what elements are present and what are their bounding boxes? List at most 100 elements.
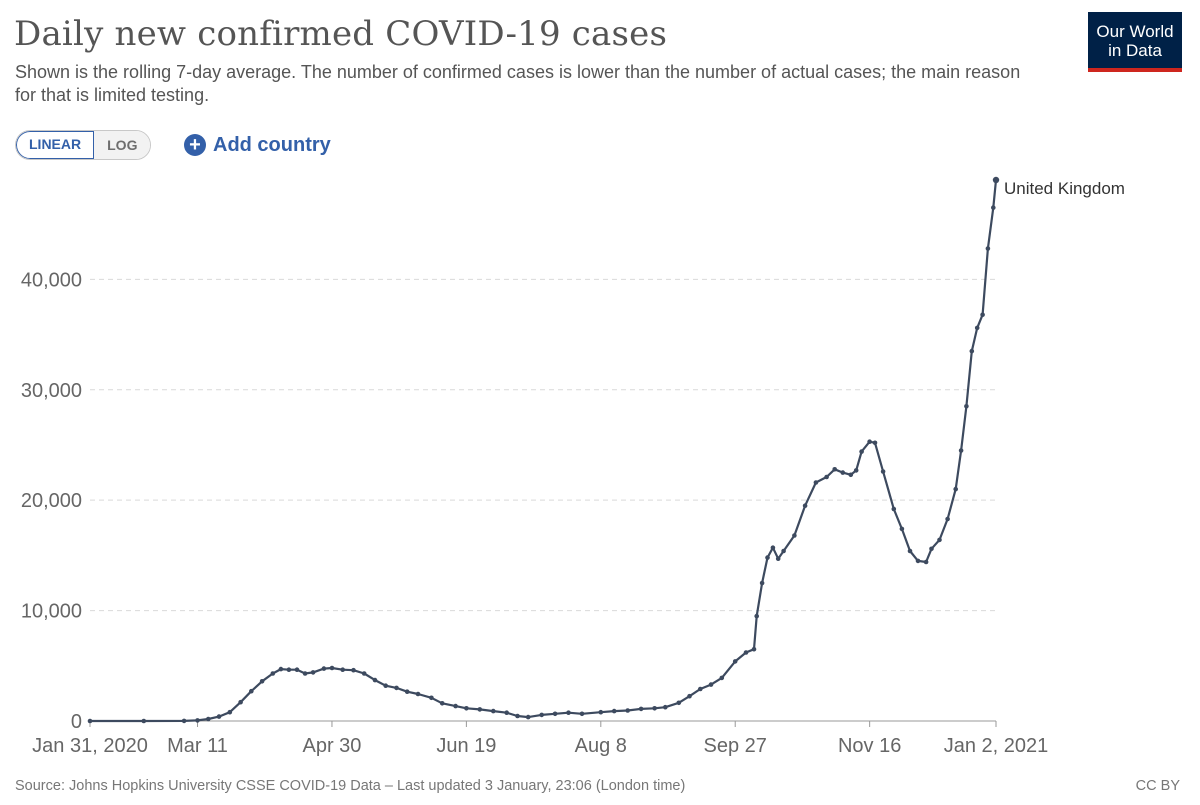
data-point [899, 526, 905, 532]
linear-scale-button[interactable]: LINEAR [16, 131, 95, 159]
data-point [687, 693, 692, 699]
data-point [953, 486, 958, 492]
x-tick-label: Nov 16 [838, 735, 901, 757]
data-point [195, 718, 200, 723]
data-point [676, 700, 682, 706]
gridlines [90, 278, 996, 612]
data-point [340, 667, 346, 672]
logo-line-2: in Data [1108, 41, 1162, 60]
data-point [923, 559, 929, 565]
data-point [598, 709, 604, 715]
data-point [351, 667, 356, 673]
data-point [270, 671, 276, 676]
data-point [751, 646, 757, 652]
data-point [625, 708, 630, 713]
data-point [848, 472, 854, 478]
series-line [90, 179, 998, 723]
data-point [504, 710, 510, 715]
data-point [929, 546, 934, 552]
y-axis: 0 10,000 20,000 30,000 40,000 [21, 269, 82, 733]
data-point [515, 713, 520, 719]
data-point [974, 325, 980, 331]
data-point [404, 689, 410, 694]
x-tick-label: Mar 11 [167, 735, 228, 757]
series-end-point [992, 176, 1000, 184]
data-point [754, 613, 759, 619]
x-tick-label: Aug 8 [575, 735, 627, 757]
data-point [915, 558, 921, 564]
data-point [872, 440, 878, 446]
source-note: Source: Johns Hopkins University CSSE CO… [15, 778, 686, 794]
data-point [698, 686, 703, 692]
data-point [294, 667, 300, 672]
data-point [249, 688, 254, 694]
chart-subtitle: Shown is the rolling 7-day average. The … [15, 62, 1021, 105]
series-label: United Kingdom [1004, 179, 1125, 198]
data-point [525, 714, 531, 720]
data-point [383, 683, 389, 688]
data-point [853, 468, 859, 473]
data-point [775, 556, 781, 561]
data-point [867, 439, 872, 445]
data-point [663, 704, 668, 710]
data-point [743, 650, 749, 655]
data-point [429, 695, 434, 701]
data-point [638, 706, 644, 712]
data-point [824, 474, 829, 480]
logo-line-1: Our World [1096, 22, 1174, 41]
data-point [859, 449, 864, 454]
data-point [227, 709, 233, 715]
data-point [238, 699, 243, 705]
data-point [980, 312, 985, 318]
data-point [141, 718, 147, 724]
data-point [278, 666, 284, 672]
chart-title: Daily new confirmed COVID-19 cases [14, 14, 668, 54]
data-point [781, 548, 786, 554]
x-tick-label: Apr 30 [302, 735, 361, 757]
data-point [770, 545, 776, 550]
data-point [708, 682, 714, 687]
data-point [181, 718, 187, 724]
data-point [453, 703, 458, 709]
data-point [310, 670, 316, 675]
data-point [958, 448, 964, 453]
data-point [991, 205, 996, 210]
data-point [813, 480, 819, 485]
data-point [802, 503, 808, 509]
data-point [891, 506, 897, 512]
add-country-button[interactable]: + Add country [184, 131, 331, 159]
data-point [259, 679, 265, 684]
data-point [361, 671, 367, 676]
x-tick-label: Sep 27 [704, 735, 767, 757]
y-tick-label: 30,000 [21, 380, 82, 402]
data-point [969, 348, 975, 354]
data-point [964, 404, 969, 409]
license-link[interactable]: CC BY [1135, 778, 1180, 794]
data-point [759, 580, 765, 586]
scale-toggle: LINEAR LOG [15, 130, 152, 160]
data-point [216, 714, 222, 719]
data-point [464, 706, 469, 711]
data-point [945, 516, 950, 522]
data-point [840, 470, 846, 475]
data-point [415, 691, 421, 697]
owid-logo[interactable]: Our World in Data [1088, 12, 1182, 72]
data-point [579, 711, 585, 717]
data-point [329, 665, 335, 671]
data-point [87, 718, 93, 724]
log-scale-button[interactable]: LOG [94, 131, 151, 159]
x-axis: Jan 31, 2020 Mar 11 Apr 30 Jun 19 Aug 8 Sep 2… [32, 720, 1048, 757]
data-point [832, 467, 837, 472]
data-point [566, 710, 571, 715]
data-point [302, 671, 308, 676]
data-point [652, 706, 657, 711]
data-point [907, 548, 913, 554]
data-point [765, 555, 770, 560]
data-point [552, 711, 558, 717]
y-tick-label: 40,000 [21, 269, 82, 291]
data-point [477, 707, 483, 712]
data-point [937, 537, 942, 543]
data-point [372, 677, 378, 683]
data-point [880, 469, 886, 474]
